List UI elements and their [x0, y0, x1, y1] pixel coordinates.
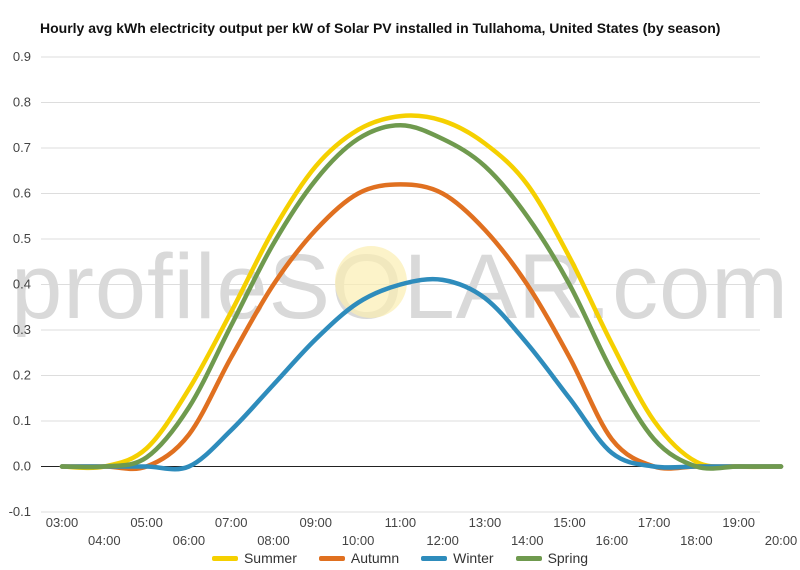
x-tick-label: 12:00 [426, 533, 459, 548]
y-tick-label: 0.4 [13, 277, 31, 292]
legend-label: Summer [243, 550, 297, 566]
legend: Summer Autumn Winter Spring [0, 549, 800, 567]
y-tick-label: 0.2 [13, 368, 31, 383]
series-line-summer [59, 113, 784, 471]
legend-label: Spring [547, 550, 589, 566]
line-chart: profileSOLAR.com 0.90.80.70.60.50.40.30.… [9, 49, 798, 548]
x-tick-label: 16:00 [596, 533, 629, 548]
y-tick-label: 0.5 [13, 231, 31, 246]
watermark-sun-icon [335, 246, 407, 318]
legend-label: Autumn [350, 550, 400, 566]
x-tick-label: 10:00 [342, 533, 375, 548]
x-tick-label: 07:00 [215, 515, 248, 530]
x-tick-label: 18:00 [680, 533, 713, 548]
x-tick-label: 09:00 [299, 515, 332, 530]
y-tick-label: 0.1 [13, 413, 31, 428]
legend-item-winter[interactable]: Winter [421, 550, 494, 566]
x-tick-label: 04:00 [88, 533, 121, 548]
y-tick-label: 0.9 [13, 49, 31, 64]
gridlines [41, 56, 760, 513]
x-tick-label: 03:00 [46, 515, 79, 530]
x-axis-ticks: 03:00 05:00 07:00 09:00 11:00 13:00 15:00 17:00… [46, 515, 798, 548]
series-lines [59, 113, 784, 472]
legend-label: Winter [453, 550, 494, 566]
x-tick-label: 14:00 [511, 533, 544, 548]
legend-item-spring[interactable]: Spring [515, 550, 589, 566]
legend-item-summer[interactable]: Summer [211, 550, 297, 566]
legend-item-autumn[interactable]: Autumn [318, 550, 400, 566]
series-line-spring [59, 123, 784, 471]
legend-swatch [515, 555, 542, 561]
y-tick-label: 0.6 [13, 186, 31, 201]
x-tick-label: 19:00 [722, 515, 755, 530]
y-tick-label: 0.7 [13, 140, 31, 155]
x-tick-label: 13:00 [469, 515, 502, 530]
chart-title: Hourly avg kWh electricity output per kW… [40, 20, 721, 36]
legend-swatch [421, 555, 448, 561]
y-tick-label: 0.8 [13, 95, 31, 110]
x-tick-label: 11:00 [385, 515, 417, 530]
x-tick-label: 15:00 [553, 515, 586, 530]
x-tick-label: 17:00 [638, 515, 671, 530]
x-tick-label: 05:00 [130, 515, 163, 530]
legend-swatch [211, 555, 238, 561]
y-tick-label: 0.0 [13, 459, 31, 474]
x-tick-label: 06:00 [173, 533, 206, 548]
y-tick-label: -0.1 [9, 504, 31, 519]
x-tick-label: 08:00 [257, 533, 290, 548]
y-tick-label: 0.3 [13, 322, 31, 337]
series-line-winter [59, 276, 784, 472]
x-tick-label: 20:00 [765, 533, 798, 548]
y-axis-ticks: 0.9 0.8 0.7 0.6 0.5 0.4 0.3 0.2 0.1 0.0 -0.1 [9, 49, 31, 519]
legend-swatch [318, 555, 345, 561]
